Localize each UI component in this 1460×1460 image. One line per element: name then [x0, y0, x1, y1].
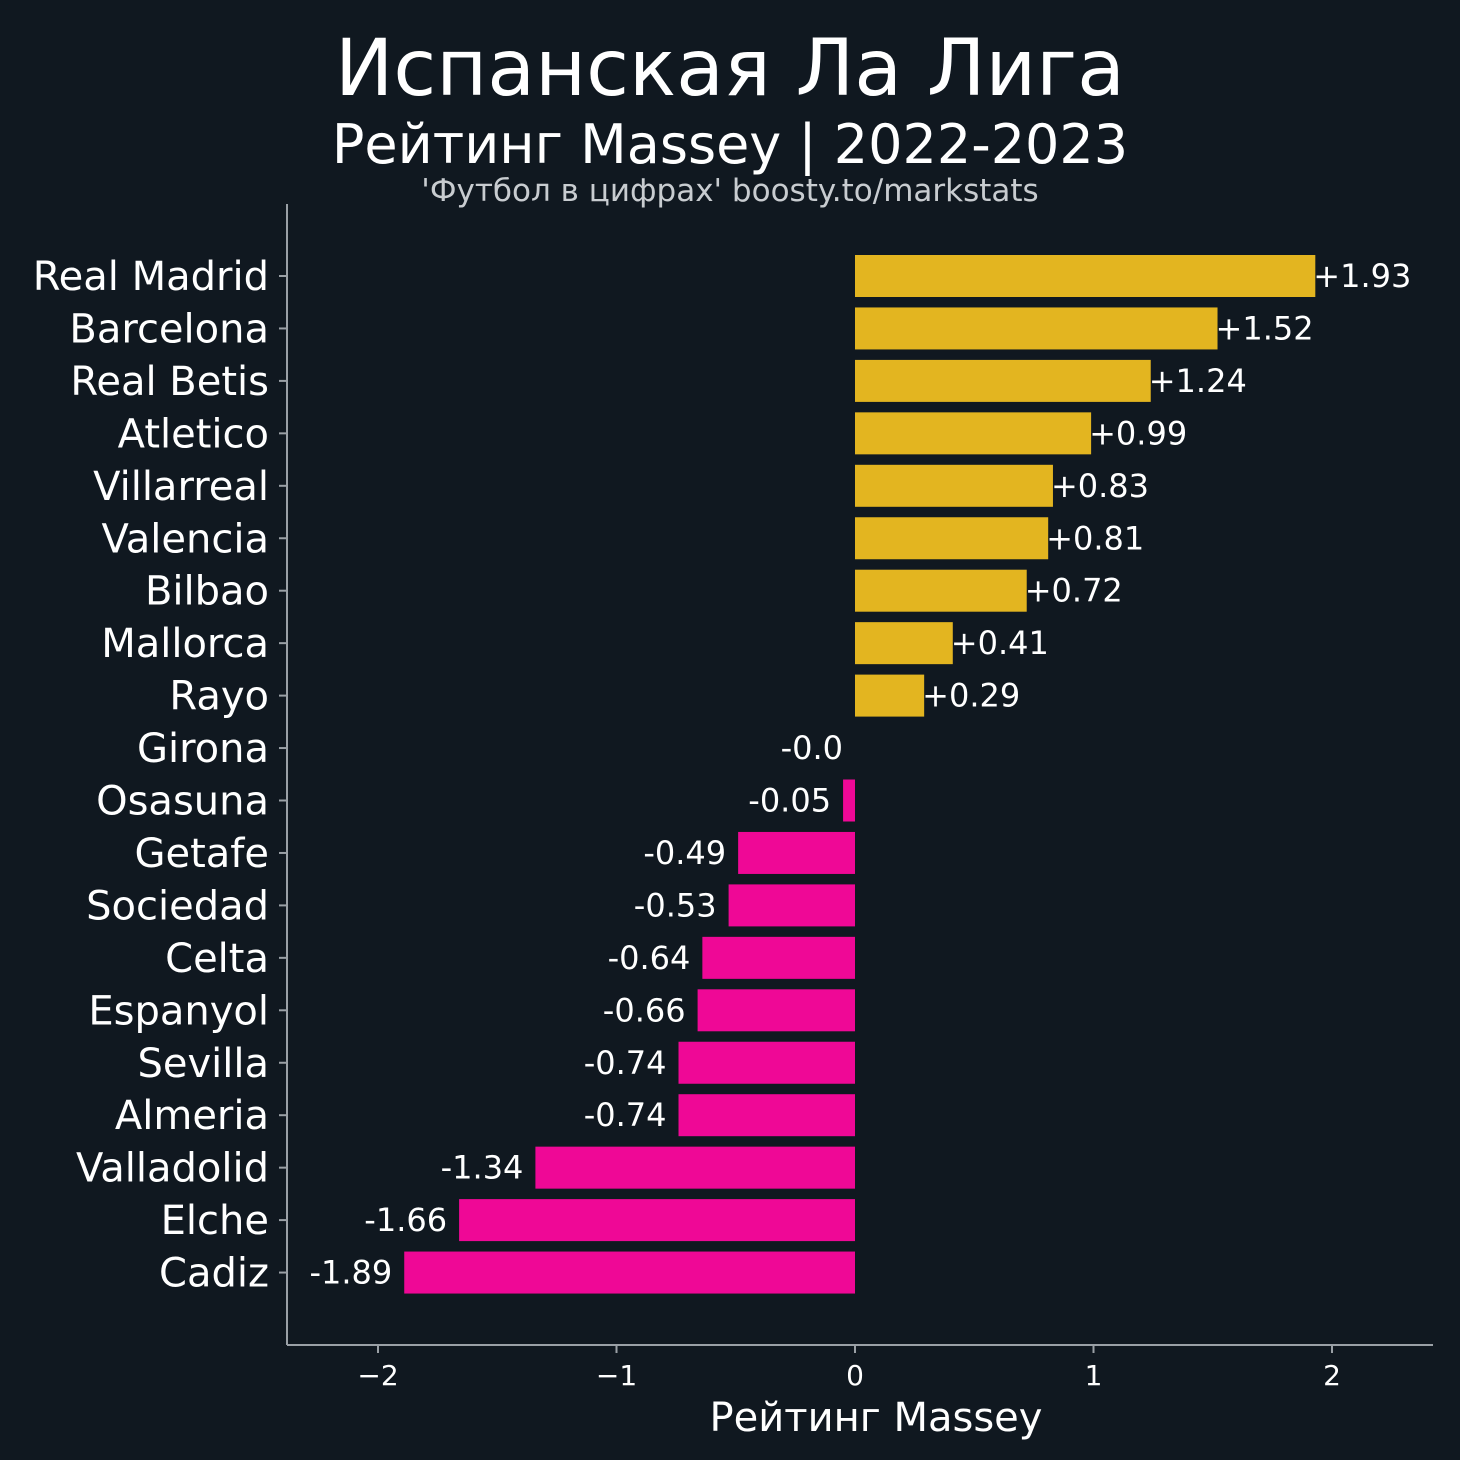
value-labels-group: +1.93 +1.52 +1.24 +0.99 +0.83 +0.81 +0.72 +0.41…	[309, 257, 1411, 1292]
bar-elche	[459, 1199, 855, 1242]
team-label-valencia: Valencia	[102, 516, 269, 562]
value-label-sevilla: -0.74	[584, 1044, 667, 1082]
bar-celta	[702, 936, 855, 979]
x-tick-label: 0	[846, 1359, 864, 1392]
bar-espanyol	[697, 989, 855, 1032]
team-label-sevilla: Sevilla	[137, 1041, 269, 1087]
team-label-barcelona: Barcelona	[69, 306, 269, 352]
x-axis-label: Рейтинг Massey	[710, 1395, 1043, 1441]
x-tick-label: −2	[357, 1359, 398, 1392]
value-label-villarreal: +0.83	[1051, 467, 1149, 505]
bar-valencia	[855, 517, 1049, 560]
team-label-getafe: Getafe	[135, 831, 270, 877]
value-label-real-madrid: +1.93	[1313, 257, 1411, 295]
team-label-elche: Elche	[161, 1198, 269, 1244]
x-ticks-group: −2 −1 0 1 2	[357, 1345, 1341, 1392]
value-label-rayo: +0.29	[922, 677, 1020, 715]
bar-real-madrid	[855, 255, 1316, 297]
value-label-cadiz: -1.89	[309, 1254, 392, 1292]
team-label-real-betis: Real Betis	[70, 359, 269, 405]
value-label-mallorca: +0.41	[951, 624, 1049, 662]
value-label-barcelona: +1.52	[1216, 309, 1314, 347]
x-tick-label: 1	[1085, 1359, 1103, 1392]
team-label-almeria: Almeria	[115, 1093, 269, 1139]
value-label-elche: -1.66	[364, 1201, 447, 1239]
bar-sevilla	[678, 1041, 855, 1084]
value-label-atletico: +0.99	[1089, 414, 1187, 452]
team-label-sociedad: Sociedad	[86, 883, 269, 929]
chart-source: 'Футбол в цифрах' boosty.to/markstats	[421, 173, 1038, 209]
team-label-cadiz: Cadiz	[159, 1251, 269, 1297]
team-label-real-madrid: Real Madrid	[33, 254, 269, 300]
team-label-bilbao: Bilbao	[145, 569, 269, 615]
x-tick-label: −1	[596, 1359, 637, 1392]
value-label-espanyol: -0.66	[603, 991, 686, 1029]
team-label-villarreal: Villarreal	[93, 464, 269, 510]
value-label-sociedad: -0.53	[634, 886, 717, 924]
chart-title: Испанская Ла Лига	[335, 24, 1125, 114]
value-label-almeria: -0.74	[584, 1096, 667, 1134]
bar-sociedad	[728, 884, 855, 927]
team-label-valladolid: Valladolid	[76, 1146, 269, 1192]
team-label-celta: Celta	[165, 936, 269, 982]
team-label-atletico: Atletico	[118, 411, 269, 457]
chart-subtitle: Рейтинг Massey | 2022-2023	[332, 113, 1128, 176]
value-label-real-betis: +1.24	[1149, 362, 1247, 400]
bar-villarreal	[855, 464, 1053, 507]
team-label-osasuna: Osasuna	[96, 779, 269, 825]
bar-osasuna	[843, 779, 855, 822]
bar-cadiz	[404, 1251, 855, 1294]
bar-almeria	[678, 1094, 855, 1137]
team-label-girona: Girona	[137, 726, 269, 772]
bar-rayo	[855, 674, 925, 717]
team-label-espanyol: Espanyol	[88, 988, 269, 1034]
bars-group	[404, 255, 1316, 1294]
x-tick-label: 2	[1323, 1359, 1341, 1392]
value-label-bilbao: +0.72	[1025, 572, 1123, 610]
value-label-valencia: +0.81	[1046, 519, 1144, 557]
value-label-celta: -0.64	[608, 939, 691, 977]
team-labels-group: Real Madrid Barcelona Real Betis Atletico Vi…	[33, 254, 287, 1297]
value-label-getafe: -0.49	[643, 834, 726, 872]
bar-real-betis	[855, 359, 1151, 402]
bar-mallorca	[855, 622, 953, 665]
bar-getafe	[738, 831, 855, 874]
team-label-rayo: Rayo	[169, 674, 269, 720]
value-label-valladolid: -1.34	[441, 1149, 524, 1187]
bar-barcelona	[855, 307, 1218, 350]
team-label-mallorca: Mallorca	[101, 621, 269, 667]
bar-bilbao	[855, 569, 1027, 612]
value-label-girona: -0.0	[781, 729, 843, 767]
bar-valladolid	[535, 1146, 855, 1189]
bar-atletico	[855, 412, 1092, 455]
value-label-osasuna: -0.05	[748, 782, 831, 820]
